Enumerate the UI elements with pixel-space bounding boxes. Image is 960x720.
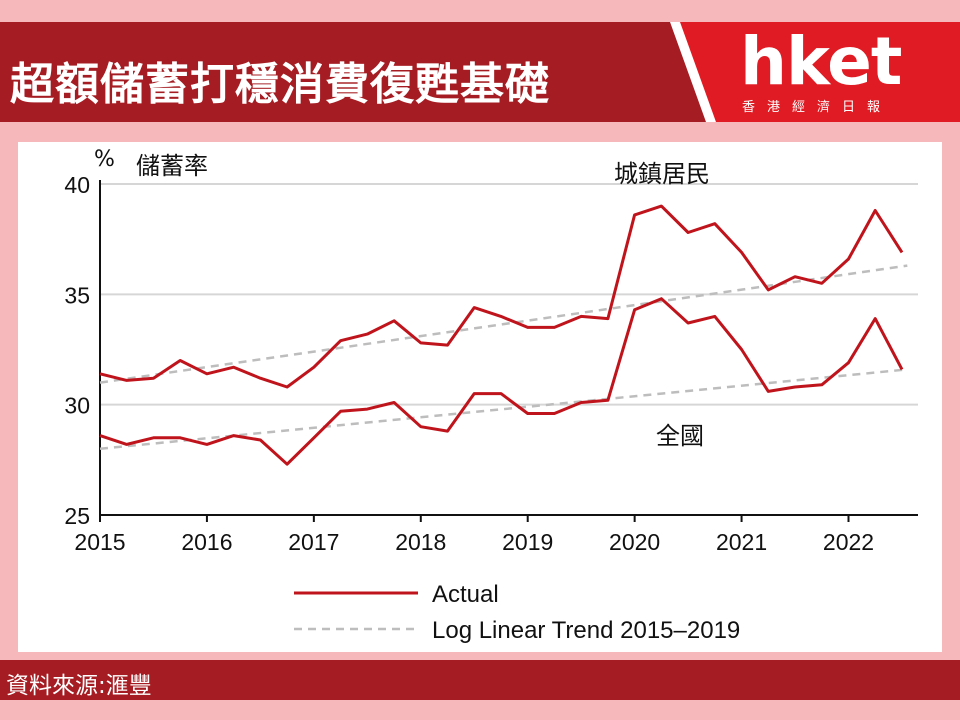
x-tick-label-2019: 2019: [502, 529, 553, 555]
series-line-urban: [99, 204, 904, 389]
page-title: 超額儲蓄打穩消費復甦基礎: [10, 59, 550, 110]
y-tick-label-25: 25: [64, 503, 90, 529]
logo-subtitle: 香港經濟日報: [742, 100, 893, 115]
legend: Actual Log Linear Trend 2015–2019: [294, 581, 740, 644]
y-tick-label-30: 30: [64, 393, 90, 419]
footer-banner: 資料來源:滙豐: [0, 660, 960, 700]
x-tick-label-2022: 2022: [823, 529, 874, 555]
legend-actual-label: Actual: [432, 581, 499, 608]
logo-background-icon: [670, 22, 960, 122]
series-line-national: [99, 297, 904, 466]
x-tick-label-2020: 2020: [609, 529, 660, 555]
annotation-national: 全國: [656, 422, 704, 450]
bottom-strip: [0, 700, 960, 720]
y-tick-label-40: 40: [64, 172, 90, 198]
x-tick-label-2021: 2021: [716, 529, 767, 555]
axis-layer: 25 30 35 40 2015 2016 2017 2018 2019 2020 2021 2022: [64, 172, 918, 555]
chart-panel: 25 30 35 40 2015 2016 2017 2018 2019 2020 2021 2022…: [18, 142, 942, 652]
legend-trend-label: Log Linear Trend 2015–2019: [432, 617, 740, 644]
annotation-urban: 城鎮居民: [614, 160, 710, 188]
hket-logo: hket 香港經濟日報: [670, 22, 960, 122]
x-tick-label-2017: 2017: [288, 529, 339, 555]
y-axis-unit-label: %: [94, 147, 115, 172]
trend-line-urban: [99, 264, 908, 384]
grid-layer: [100, 183, 918, 406]
y-tick-label-35: 35: [64, 282, 90, 308]
header-banner: 超額儲蓄打穩消費復甦基礎 hket 香港經濟日報: [0, 22, 960, 122]
series-layer: [99, 204, 908, 466]
x-tick-label-2016: 2016: [181, 529, 232, 555]
x-tick-label-2015: 2015: [74, 529, 125, 555]
chart-title: 儲蓄率: [136, 152, 208, 180]
savings-rate-chart: 25 30 35 40 2015 2016 2017 2018 2019 2020 2021 2022…: [64, 147, 918, 644]
trend-line-national: [99, 368, 908, 451]
logo-text: hket: [740, 23, 902, 100]
x-tick-label-2018: 2018: [395, 529, 446, 555]
source-note: 資料來源:滙豐: [6, 673, 152, 699]
